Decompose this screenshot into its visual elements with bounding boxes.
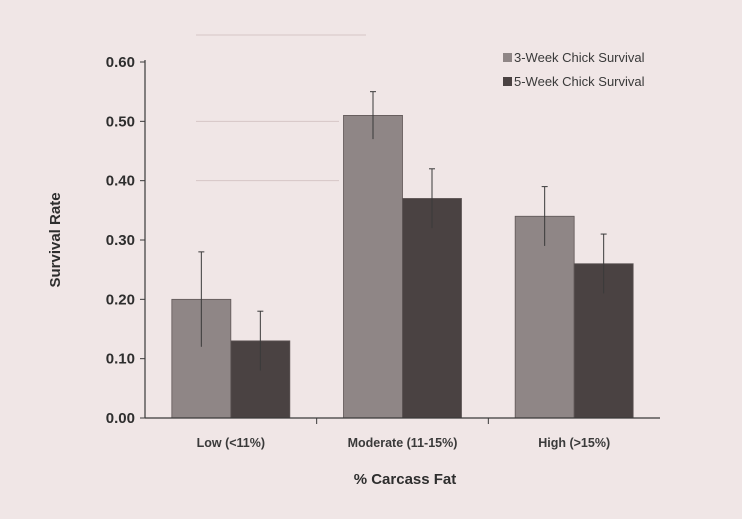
- bar-3-week-2: [514, 215, 575, 419]
- x-tick-label: Moderate (11-15%): [348, 436, 458, 450]
- x-axis-title: % Carcass Fat: [354, 471, 457, 488]
- bar-3-week-1: [343, 115, 403, 419]
- legend-label-5-week: 5-Week Chick Survival: [514, 74, 645, 89]
- y-tick-label: 0.00: [106, 410, 135, 427]
- y-tick-label: 0.30: [106, 232, 135, 249]
- legend: 3-Week Chick Survival 5-Week Chick Survi…: [503, 50, 645, 89]
- plot-area: Low (<11%) Moderate (11-15%) High (>15%) 0.…: [106, 34, 660, 450]
- bar-5-week-1: [402, 198, 462, 419]
- y-axis-title: Survival Rate: [47, 192, 64, 287]
- x-tick-label: Low (<11%): [197, 436, 265, 450]
- x-tick-label: High (>15%): [538, 436, 610, 450]
- y-tick-label: 0.60: [106, 54, 135, 71]
- legend-label-3-week: 3-Week Chick Survival: [514, 50, 645, 65]
- y-tick-label: 0.40: [106, 173, 135, 190]
- y-tick-label: 0.10: [106, 351, 135, 368]
- y-tick-label: 0.20: [106, 291, 135, 308]
- y-tick-label: 0.50: [106, 113, 135, 130]
- legend-swatch-5-week: [503, 77, 512, 86]
- legend-swatch-3-week: [503, 53, 512, 62]
